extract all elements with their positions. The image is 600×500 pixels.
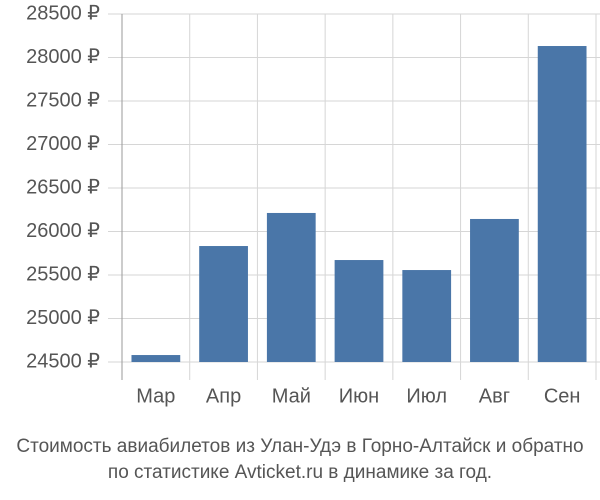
chart-title: Стоимость авиабилетов из Улан-Удэ в Горн… [16, 436, 583, 457]
y-tick-label: 25500 ₽ [26, 263, 100, 285]
bar [334, 260, 384, 362]
x-tick-label: Июл [406, 385, 447, 407]
bar [199, 246, 248, 362]
bar [131, 355, 181, 362]
x-tick-label: Сен [544, 385, 581, 407]
y-tick-label: 26000 ₽ [26, 220, 100, 242]
y-tick-label: 27000 ₽ [26, 133, 100, 155]
y-tick-label: 25000 ₽ [26, 307, 100, 329]
chart-subtitle: по статистике Avticket.ru в динамике за … [108, 462, 492, 483]
y-tick-label: 28000 ₽ [26, 46, 100, 68]
x-tick-label: Авг [479, 385, 510, 407]
y-tick-label: 24500 ₽ [26, 350, 100, 372]
x-tick-label: Май [272, 385, 311, 407]
y-tick-label: 28500 ₽ [26, 2, 100, 24]
y-tick-label: 27500 ₽ [26, 89, 100, 111]
bar [266, 212, 316, 362]
x-tick-label: Апр [206, 385, 241, 407]
bar [470, 218, 519, 362]
x-tick-label: Июн [339, 385, 379, 407]
bar [537, 46, 587, 363]
x-tick-label: Мар [136, 385, 175, 407]
bar [402, 270, 452, 362]
y-tick-label: 26500 ₽ [26, 176, 100, 198]
